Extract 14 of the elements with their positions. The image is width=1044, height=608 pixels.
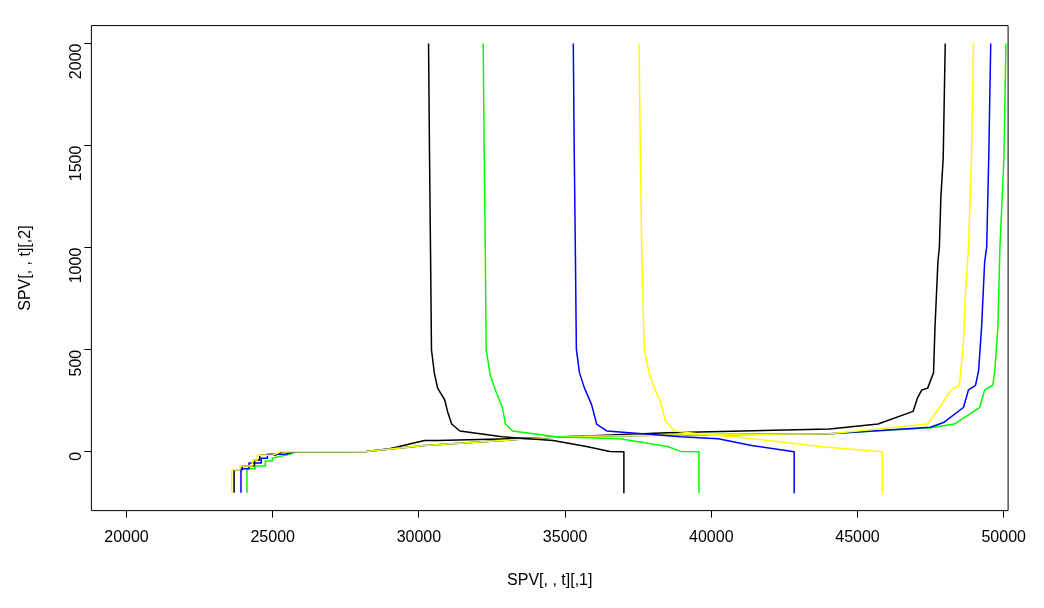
x-axis-title: SPV[, , t][,1]: [507, 570, 593, 588]
y-tick-label: 1500: [66, 145, 84, 182]
y-tick-label: 500: [66, 349, 84, 377]
y-axis-title: SPV[, , t][,2]: [16, 225, 34, 311]
y-tick-label: 2000: [66, 43, 84, 80]
y-tick-label: 1000: [66, 247, 84, 284]
x-tick-label: 40000: [689, 527, 734, 545]
x-tick-label: 35000: [542, 527, 588, 545]
x-tick-label: 50000: [981, 527, 1027, 545]
x-tick-label: 25000: [250, 527, 296, 545]
y-tick-label: 0: [66, 451, 84, 461]
x-tick-label: 20000: [104, 527, 149, 545]
x-tick-label: 45000: [835, 527, 880, 545]
x-tick-label: 30000: [396, 527, 442, 545]
